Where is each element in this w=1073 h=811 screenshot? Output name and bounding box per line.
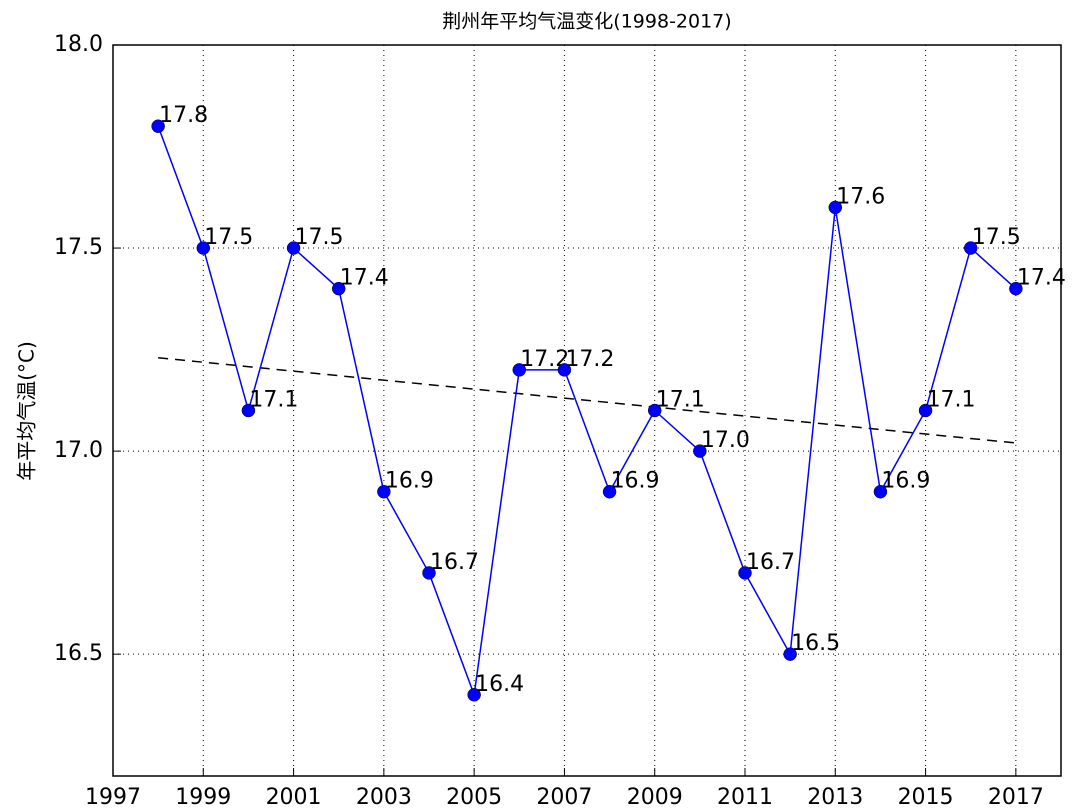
data-point — [467, 688, 481, 702]
y-tick-label: 17.0 — [54, 438, 103, 463]
data-label: 17.6 — [836, 184, 885, 209]
data-point — [241, 403, 256, 418]
data-label: 16.7 — [746, 550, 795, 575]
x-tick-label: 2013 — [807, 785, 863, 810]
x-tick-label: 2011 — [717, 785, 773, 810]
data-label: 17.2 — [565, 347, 614, 372]
data-label: 16.5 — [791, 631, 840, 656]
x-tick-label: 2015 — [898, 785, 954, 810]
data-label: 16.7 — [430, 550, 479, 575]
data-point — [512, 363, 527, 377]
data-point — [1009, 281, 1023, 296]
data-point — [377, 484, 391, 499]
y-axis-label: 年平均气温(°C) — [15, 341, 39, 481]
data-point — [783, 647, 797, 661]
x-tick-label: 1997 — [85, 785, 141, 810]
x-tick-label: 2009 — [627, 785, 683, 810]
data-label: 17.5 — [295, 225, 344, 250]
trend-line — [158, 356, 1016, 444]
x-tick-label: 2017 — [988, 785, 1044, 810]
data-line — [157, 125, 1017, 696]
data-point — [693, 444, 707, 458]
x-tick-label: 1999 — [175, 785, 231, 810]
data-label: 16.9 — [881, 469, 930, 494]
y-tick-label: 17.5 — [54, 235, 103, 260]
data-point — [602, 484, 617, 499]
chart-title: 荆州年平均气温变化(1998-2017) — [442, 11, 731, 33]
data-label: 17.4 — [340, 266, 389, 291]
data-label: 16.9 — [385, 469, 434, 494]
data-point — [151, 119, 165, 133]
data-label: 17.0 — [701, 428, 750, 453]
data-label: 17.8 — [159, 103, 208, 128]
y-tick-label: 18.0 — [54, 32, 103, 57]
data-point — [647, 403, 662, 418]
data-point — [557, 363, 572, 377]
data-label: 16.4 — [475, 672, 524, 697]
data-label: 17.4 — [1017, 266, 1066, 291]
data-point — [331, 281, 346, 296]
data-label: 17.5 — [204, 225, 253, 250]
y-tick-label: 16.5 — [54, 641, 103, 666]
x-tick-label: 2003 — [356, 785, 412, 810]
data-label: 17.1 — [927, 388, 976, 413]
data-point — [873, 484, 888, 499]
x-tick-label: 2007 — [536, 785, 592, 810]
data-label: 17.1 — [656, 388, 705, 413]
data-point — [422, 566, 436, 580]
x-tick-label: 2005 — [446, 785, 502, 810]
data-point — [286, 241, 301, 255]
data-point — [963, 241, 978, 255]
data-point — [196, 241, 211, 255]
data-point — [738, 566, 752, 580]
x-tick-label: 2001 — [266, 785, 322, 810]
data-label: 16.9 — [611, 469, 660, 494]
data-label: 17.1 — [249, 388, 298, 413]
plot-frame — [112, 44, 1062, 777]
data-point — [828, 200, 843, 215]
data-label: 17.5 — [972, 225, 1021, 250]
data-point — [918, 403, 933, 418]
